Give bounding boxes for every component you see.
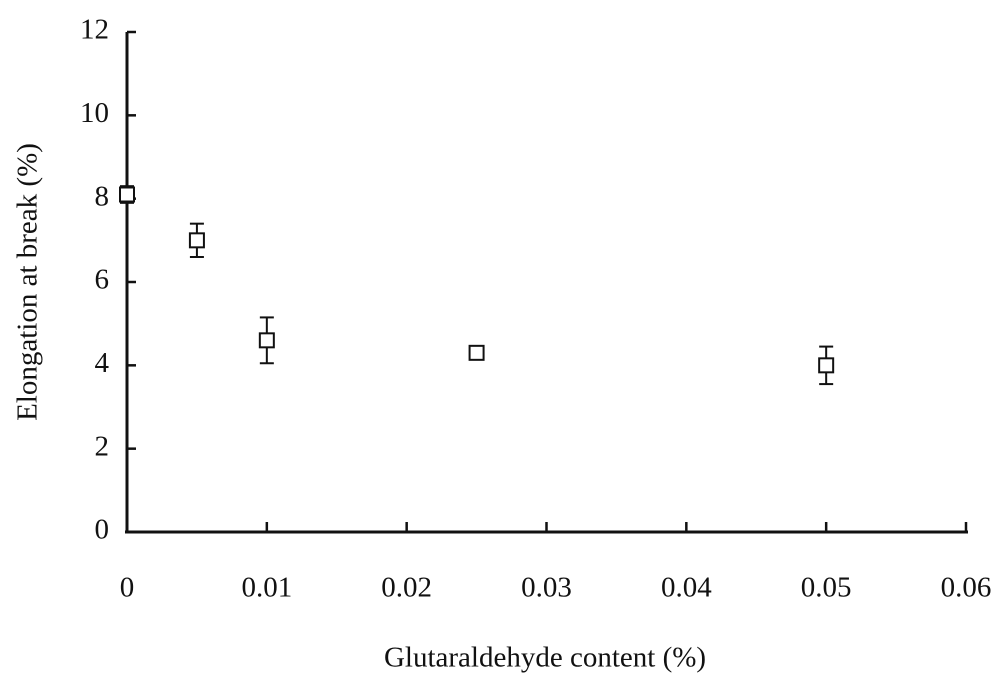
x-tick-label: 0.05 bbox=[801, 572, 852, 604]
x-axis-label: Glutaraldehyde content (%) bbox=[384, 642, 706, 673]
marker bbox=[119, 186, 135, 203]
y-tick-label: 10 bbox=[80, 97, 109, 129]
x-tick-label: 0.01 bbox=[241, 572, 292, 604]
y-tick-label: 12 bbox=[80, 14, 109, 46]
y-axis-label: Elongation at break (%) bbox=[12, 143, 44, 421]
x-tick-label: 0.03 bbox=[521, 572, 572, 604]
y-tick-label: 2 bbox=[95, 430, 110, 462]
marker bbox=[818, 357, 835, 374]
marker bbox=[258, 332, 275, 349]
x-tick-label: 0.02 bbox=[381, 572, 432, 604]
y-tick-label: 4 bbox=[95, 347, 110, 379]
marker bbox=[188, 232, 205, 249]
x-tick-label: 0.04 bbox=[661, 572, 712, 604]
marker bbox=[468, 344, 485, 361]
y-tick-label: 6 bbox=[95, 264, 110, 296]
x-tick-label: 0 bbox=[120, 572, 135, 604]
y-tick-label: 8 bbox=[95, 180, 110, 212]
x-tick-label: 0.06 bbox=[941, 572, 992, 604]
y-tick-label: 0 bbox=[95, 514, 110, 546]
